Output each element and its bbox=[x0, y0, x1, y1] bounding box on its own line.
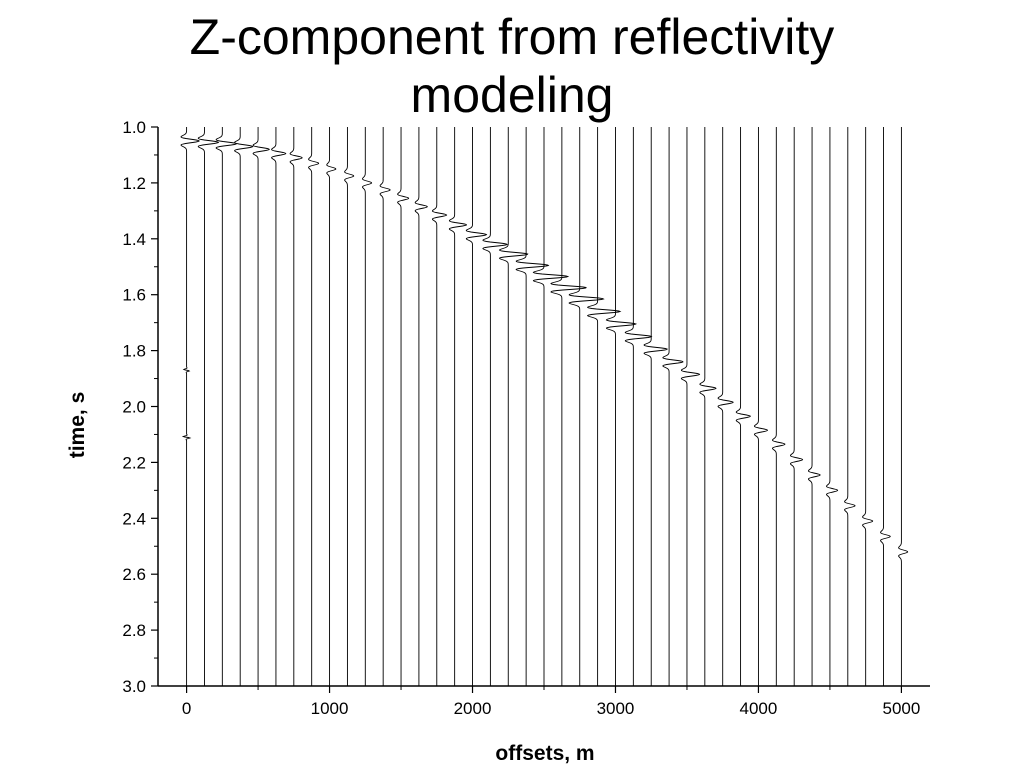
axes-group: 1.0 1.2 1.4 1.6 1.8 2.0 2.2 2.4 2.6 2.8 3.0 0 1000 20… bbox=[122, 118, 930, 718]
seismic-trace bbox=[789, 127, 804, 686]
seismic-trace bbox=[361, 127, 373, 686]
seismic-trace bbox=[308, 127, 320, 686]
seismic-trace bbox=[862, 127, 874, 686]
seismic-trace bbox=[289, 127, 303, 686]
seismic-trace bbox=[568, 127, 605, 686]
y-tick-label: 2.8 bbox=[122, 621, 146, 640]
x-tick-label: 4000 bbox=[740, 699, 778, 718]
x-tick-label: 5000 bbox=[882, 699, 920, 718]
seismic-trace bbox=[699, 127, 717, 686]
y-tick-label: 1.8 bbox=[122, 342, 146, 361]
y-tick-label: 1.6 bbox=[122, 286, 146, 305]
seismic-trace bbox=[252, 127, 270, 686]
seismic-trace bbox=[482, 127, 509, 686]
seismic-trace bbox=[448, 127, 468, 686]
seismic-trace bbox=[717, 127, 734, 686]
y-tick-label: 2.6 bbox=[122, 565, 146, 584]
seismic-trace bbox=[771, 127, 786, 686]
trace-group bbox=[180, 127, 909, 686]
seismic-trace bbox=[414, 127, 428, 686]
seismic-trace bbox=[215, 127, 237, 686]
seismic-trace bbox=[344, 127, 355, 686]
seismic-trace bbox=[753, 127, 768, 686]
x-axis-label: offsets, m bbox=[495, 742, 594, 765]
seismic-trace bbox=[643, 127, 668, 686]
x-tick-label: 0 bbox=[182, 699, 191, 718]
seismic-trace bbox=[498, 127, 529, 686]
seismic-trace bbox=[197, 127, 220, 686]
seismic-trace bbox=[735, 127, 751, 686]
y-tick-label: 1.2 bbox=[122, 174, 146, 193]
seismic-trace bbox=[465, 127, 488, 686]
y-tick-label: 1.0 bbox=[122, 118, 146, 137]
x-tick-label: 1000 bbox=[311, 699, 349, 718]
x-tick-label: 3000 bbox=[597, 699, 635, 718]
seismic-trace bbox=[271, 127, 287, 686]
seismic-trace bbox=[605, 127, 638, 686]
seismic-trace bbox=[532, 127, 570, 686]
seismic-trace bbox=[180, 127, 201, 686]
seismic-trace bbox=[680, 127, 701, 686]
seismic-trace bbox=[234, 127, 254, 686]
y-tick-label: 2.4 bbox=[122, 509, 146, 528]
seismic-trace bbox=[515, 127, 550, 686]
chart-title: Z-component from reflectivity modeling bbox=[189, 9, 835, 123]
y-tick-label: 3.0 bbox=[122, 677, 146, 696]
seismic-trace bbox=[898, 127, 909, 686]
seismic-trace bbox=[326, 127, 337, 686]
seismic-trace bbox=[880, 127, 891, 686]
seismic-trace bbox=[431, 127, 448, 686]
seismic-trace bbox=[662, 127, 684, 686]
y-tick-label: 1.4 bbox=[122, 230, 146, 249]
y-axis-label: time, s bbox=[66, 392, 89, 459]
seismic-trace bbox=[807, 127, 821, 686]
y-tick-label: 2.0 bbox=[122, 398, 146, 417]
seismic-trace bbox=[825, 127, 839, 686]
seismic-trace bbox=[624, 127, 653, 686]
y-tick-label: 2.2 bbox=[122, 453, 146, 472]
seismic-trace bbox=[586, 127, 622, 686]
seismic-trace bbox=[379, 127, 391, 686]
seismic-trace bbox=[844, 127, 856, 686]
seismic-trace bbox=[550, 127, 587, 686]
x-tick-label: 2000 bbox=[454, 699, 492, 718]
seismic-trace bbox=[397, 127, 410, 686]
